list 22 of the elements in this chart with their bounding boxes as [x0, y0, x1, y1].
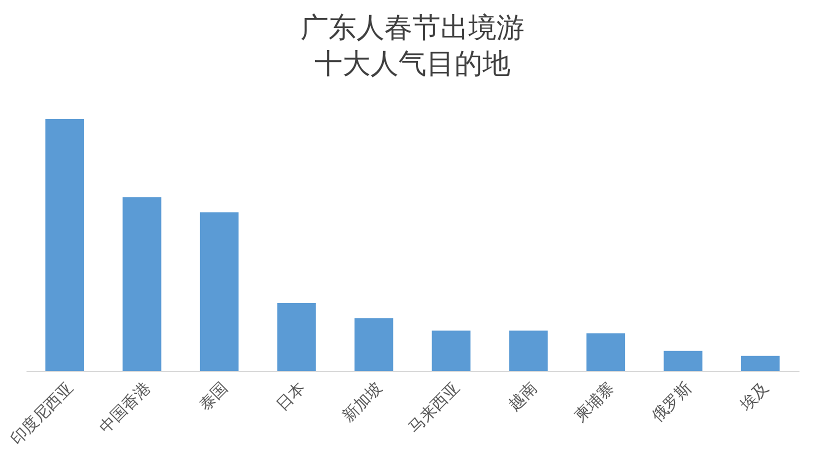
- x-tick-label: 日本: [272, 378, 309, 414]
- x-tick-label: 越南: [504, 378, 540, 414]
- bar: [586, 333, 626, 371]
- x-tick-label: 埃及: [736, 378, 772, 415]
- x-tick-label: 印度尼西亚: [6, 378, 77, 448]
- bar: [354, 318, 394, 371]
- x-tick-label: 马来西亚: [404, 378, 464, 437]
- x-tick-label: 中国香港: [95, 378, 154, 437]
- chart-subtitle: 十大人气目的地: [314, 47, 510, 80]
- bar: [122, 197, 162, 371]
- x-tick-label: 泰国: [195, 378, 232, 414]
- bar: [200, 212, 239, 371]
- x-tick-label: 俄罗斯: [648, 378, 696, 426]
- chart-title: 广东人春节出境游: [300, 11, 524, 44]
- bar: [509, 330, 548, 371]
- bar: [741, 356, 780, 371]
- x-tick-label: 柬埔寨: [570, 378, 618, 426]
- x-tick-label: 新加坡: [338, 378, 386, 426]
- bar: [277, 302, 316, 371]
- bar: [45, 119, 84, 371]
- bar: [432, 330, 470, 371]
- bar: [664, 350, 702, 371]
